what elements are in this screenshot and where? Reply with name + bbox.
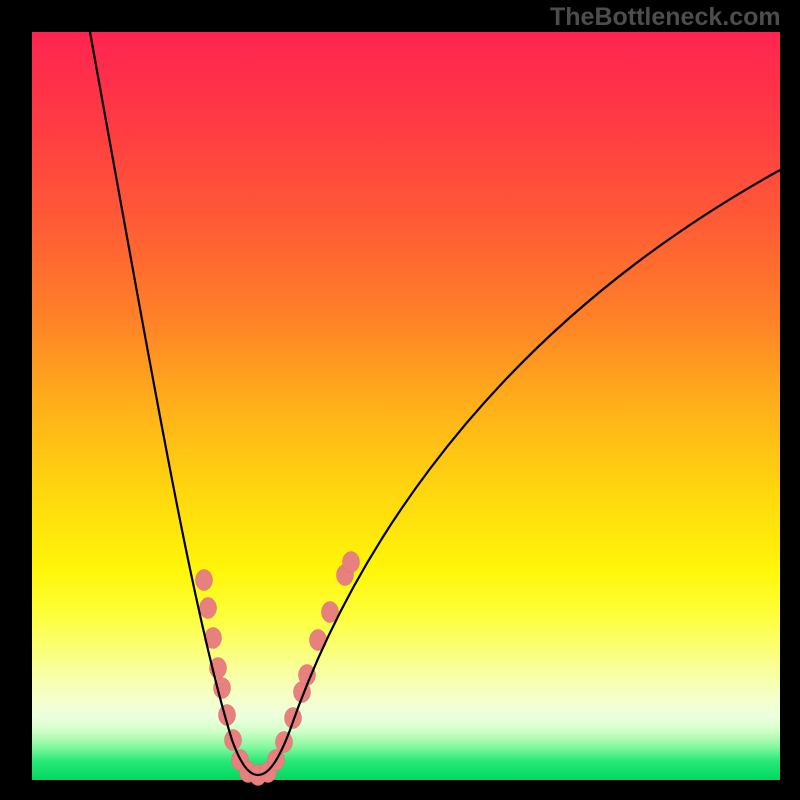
chart-canvas: TheBottleneck.com <box>0 0 800 800</box>
chart-svg <box>0 0 800 800</box>
marker-point <box>200 598 217 619</box>
watermark-text: TheBottleneck.com <box>550 3 781 32</box>
marker-point <box>343 552 360 573</box>
curve-markers <box>196 552 360 786</box>
marker-point <box>196 570 213 591</box>
curve-left <box>90 32 258 775</box>
marker-point <box>285 708 302 729</box>
curve-right <box>258 170 780 775</box>
